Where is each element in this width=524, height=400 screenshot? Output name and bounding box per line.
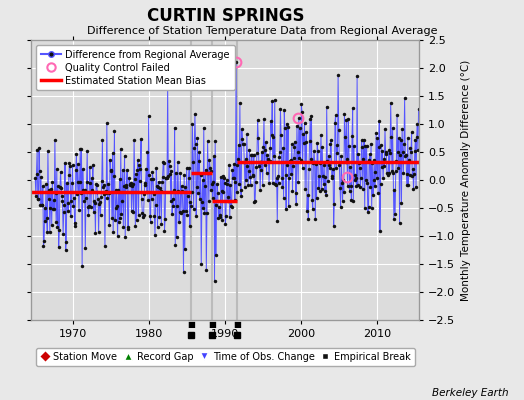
Legend: Station Move, Record Gap, Time of Obs. Change, Empirical Break: Station Move, Record Gap, Time of Obs. C…	[36, 348, 415, 366]
Y-axis label: Monthly Temperature Anomaly Difference (°C): Monthly Temperature Anomaly Difference (…	[461, 59, 471, 301]
Text: Berkeley Earth: Berkeley Earth	[432, 388, 508, 398]
Title: CURTIN SPRINGS: CURTIN SPRINGS	[147, 6, 304, 24]
Text: ■: ■	[187, 320, 195, 329]
Text: ■: ■	[233, 320, 241, 329]
Text: Difference of Station Temperature Data from Regional Average: Difference of Station Temperature Data f…	[87, 26, 437, 36]
Text: ■: ■	[208, 320, 216, 329]
